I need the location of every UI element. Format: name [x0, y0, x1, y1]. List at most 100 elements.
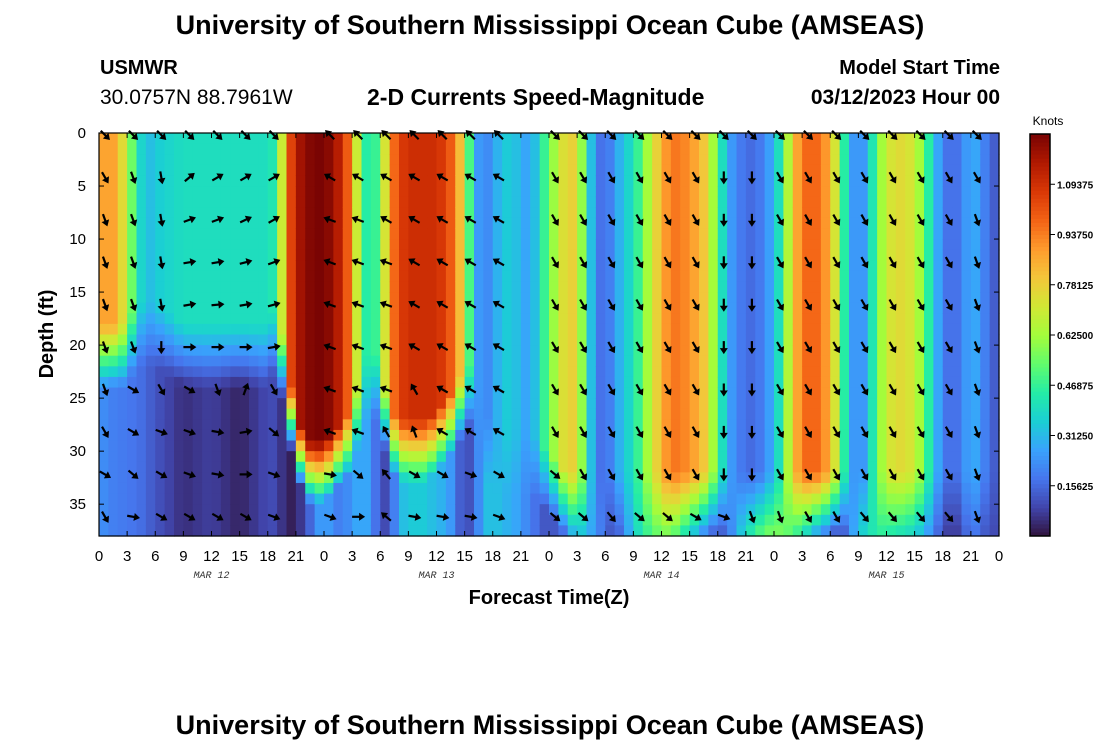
heatmap-cell — [342, 345, 353, 357]
heatmap-cell — [520, 270, 531, 283]
heatmap-cell — [267, 323, 278, 336]
heatmap-cell — [736, 525, 747, 537]
heatmap-cell — [877, 175, 888, 187]
heatmap-cell — [370, 345, 381, 357]
colorbar-segment — [1030, 322, 1050, 328]
heatmap-cell — [333, 387, 344, 399]
heatmap-cell — [905, 154, 916, 166]
heatmap-cell — [670, 270, 681, 283]
heatmap-cell — [652, 239, 663, 251]
current-vector-arrow — [408, 513, 422, 521]
heatmap-cell — [961, 133, 972, 145]
heatmap-cell — [577, 461, 588, 473]
heatmap-cell — [689, 239, 700, 251]
current-vector-arrow — [129, 256, 138, 269]
heatmap-cell — [699, 143, 709, 155]
heatmap-cell — [905, 376, 916, 389]
heatmap-cell — [867, 504, 878, 516]
heatmap-cell — [464, 398, 475, 410]
heatmap-cell — [586, 260, 597, 272]
heatmap-cell — [783, 451, 794, 463]
heatmap-cell — [314, 175, 325, 187]
heatmap-cell — [464, 429, 475, 442]
heatmap-cell — [717, 461, 728, 473]
heatmap-cell — [333, 207, 344, 219]
heatmap-cell — [680, 525, 691, 537]
heatmap-cell — [914, 451, 925, 463]
heatmap-cell — [211, 429, 222, 442]
heatmap-cell — [558, 292, 569, 304]
heatmap-cell — [202, 175, 213, 187]
heatmap-cell — [783, 270, 794, 283]
heatmap-cell — [342, 408, 353, 420]
heatmap-cell — [820, 472, 831, 484]
heatmap-cell — [886, 355, 897, 367]
heatmap-cell — [689, 504, 700, 516]
heatmap-cell — [333, 217, 344, 230]
heatmap-cell — [389, 270, 400, 283]
heatmap-cell — [849, 196, 859, 208]
colorbar-segment — [1030, 371, 1050, 376]
heatmap-cell — [408, 408, 419, 420]
heatmap-cell — [202, 323, 213, 336]
heatmap-cell — [417, 281, 428, 293]
heatmap-cell — [708, 196, 719, 208]
heatmap-cell — [764, 387, 775, 399]
heatmap-cell — [755, 164, 766, 177]
current-vector-arrow — [211, 300, 225, 309]
heatmap-cell — [474, 207, 484, 219]
heatmap-cell — [295, 461, 306, 473]
heatmap-cell — [820, 313, 831, 325]
heatmap-cell — [558, 504, 569, 516]
heatmap-cell — [164, 387, 175, 399]
heatmap-cell — [352, 451, 363, 463]
heatmap-cell — [361, 514, 372, 526]
heatmap-cell — [295, 239, 306, 251]
heatmap-cell — [474, 313, 484, 325]
heatmap-cell — [811, 270, 822, 283]
heatmap-cell — [858, 376, 869, 389]
heatmap-cell — [839, 334, 850, 346]
heatmap-cell — [361, 292, 372, 304]
heatmap-cell — [961, 419, 972, 431]
heatmap-cell — [380, 260, 391, 272]
heatmap-cell — [549, 249, 559, 261]
heatmap-cell — [595, 186, 606, 198]
colorbar-segment — [1030, 254, 1050, 260]
heatmap-cell — [530, 154, 541, 166]
heatmap-cell — [464, 260, 475, 272]
heatmap-cell — [267, 270, 278, 283]
heatmap-cell — [933, 207, 944, 219]
heatmap-cell — [483, 345, 494, 357]
colorbar-segment — [1030, 306, 1050, 312]
colorbar-segment — [1030, 166, 1050, 171]
heatmap-cell — [699, 482, 709, 495]
heatmap-cell — [652, 228, 663, 240]
heatmap-cell — [877, 207, 888, 219]
heatmap-cell — [183, 504, 194, 516]
heatmap-cell — [924, 387, 934, 399]
heatmap-cell — [680, 355, 691, 367]
heatmap-cell — [670, 387, 681, 399]
heatmap-cell — [783, 482, 794, 495]
heatmap-cell — [127, 482, 138, 495]
heatmap-cell — [155, 525, 166, 537]
current-vector-arrow — [973, 298, 982, 312]
heatmap-cell — [295, 217, 306, 230]
heatmap-cell — [549, 154, 559, 166]
heatmap-cell — [427, 461, 438, 473]
current-vector-arrow — [662, 512, 673, 522]
heatmap-cell — [492, 186, 503, 198]
heatmap-cell — [933, 175, 944, 187]
heatmap-cell — [699, 408, 709, 420]
heatmap-cell — [127, 504, 138, 516]
heatmap-cell — [624, 249, 634, 261]
heatmap-cell — [989, 207, 1000, 219]
heatmap-cell — [961, 164, 972, 177]
heatmap-cell — [680, 270, 691, 283]
heatmap-cell — [220, 429, 231, 442]
heatmap-cell — [399, 387, 409, 399]
heatmap-cell — [230, 186, 241, 198]
heatmap-cell — [764, 451, 775, 463]
current-vector-arrow — [888, 214, 897, 226]
